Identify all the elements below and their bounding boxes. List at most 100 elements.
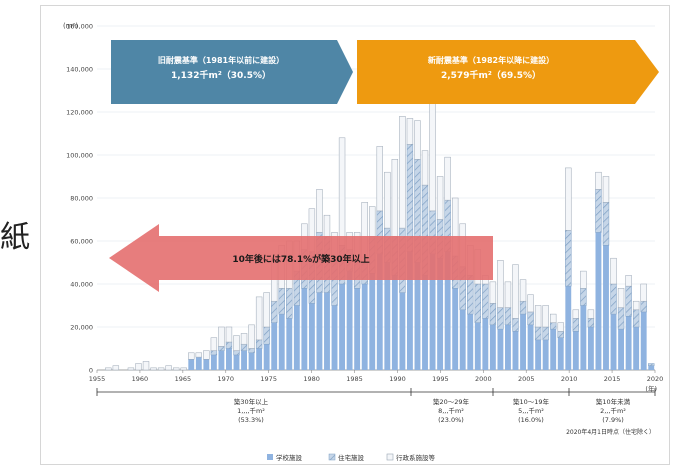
bar-segment (497, 329, 504, 370)
bar-segment (233, 335, 240, 351)
bar-segment (278, 288, 285, 315)
bar-segment (557, 331, 564, 338)
bar-segment (188, 359, 195, 370)
old-standard-value: 1,132千m²（30.5%） (171, 69, 271, 81)
bar-segment (437, 258, 444, 370)
bar-segment (226, 348, 232, 370)
bar-segment (240, 343, 248, 351)
x-tick-label: 1960 (132, 375, 149, 383)
range-value: 5,,,千m² (518, 406, 544, 415)
bar-segment (557, 337, 564, 370)
bar-segment (648, 365, 655, 370)
legend: 学校施設 住宅施設 行政系施設等 (267, 453, 436, 462)
bar-segment (519, 279, 527, 302)
bar-segment (210, 337, 218, 351)
range-title: 築10～19年 (513, 397, 550, 406)
x-axis-unit: (年) (645, 384, 657, 393)
bar-segment (534, 326, 542, 341)
aging-arrow: 10年後には78.1%が築30年以上 (109, 224, 493, 292)
bar-segment (633, 327, 640, 370)
bar-segment (127, 367, 135, 371)
bar-segment (617, 288, 625, 308)
bar-segment (519, 300, 527, 315)
y-tick-label: 80,000 (70, 195, 93, 203)
x-tick-label: 1995 (432, 375, 449, 383)
bar-segment (542, 326, 549, 341)
bar-segment (429, 253, 436, 370)
bar-segment (414, 120, 421, 160)
bar-segment (142, 361, 150, 371)
bar-segment (640, 300, 647, 313)
chart-frame: (m²) 0 20,000 40,000 60,000 80,000 100,000 120… (40, 5, 670, 465)
bar-segment (391, 275, 398, 370)
bar-segment (444, 251, 451, 370)
bar-segment (421, 150, 429, 186)
bar-segment (369, 273, 376, 370)
bar-segment (557, 322, 564, 332)
bar-segment (497, 307, 504, 330)
bar-segment (271, 322, 278, 370)
bar-segment (512, 331, 519, 370)
bar-segment (580, 305, 587, 370)
bar-segment (534, 305, 542, 328)
bar-segment (587, 327, 594, 370)
bar-segment (595, 189, 602, 233)
legend-swatch-housing (328, 453, 336, 461)
bar-segment (188, 352, 195, 360)
bar-segment (632, 309, 640, 328)
period-brackets: 築30年以上 1,,,,千m² (53.3%) 築20～29年 8,,,千m² … (96, 388, 656, 424)
bar-segment (572, 331, 579, 370)
bar-segment (339, 284, 346, 370)
aging-arrow-text: 10年後には78.1%が築30年以上 (232, 253, 369, 265)
bar-segment (527, 311, 534, 326)
bar-segment (572, 309, 580, 319)
bar-segment (248, 324, 255, 349)
bar-segment (399, 292, 406, 370)
bar-segment (157, 367, 165, 371)
aging-arrow-shape (109, 224, 493, 292)
bar-segment (233, 350, 240, 356)
range-title: 築20～29年 (433, 397, 470, 406)
bar-segment (617, 307, 625, 330)
bar-segment (346, 271, 353, 370)
bar-segment (580, 288, 587, 306)
bar-segment (406, 144, 414, 252)
bar-segment (602, 176, 610, 203)
bar-segment (135, 363, 142, 371)
bar-segment (482, 318, 489, 370)
legend-swatch-school (267, 454, 273, 460)
new-standard-banner-shape (357, 40, 659, 104)
bar-segment (376, 253, 383, 370)
new-standard-banner: 新耐震基準（1982年以降に建設） 2,579千m²（69.5%） (357, 40, 659, 104)
new-standard-value: 2,579千m²（69.5%） (441, 69, 541, 81)
bar-segment (482, 283, 489, 319)
bar-segment (263, 326, 270, 345)
bar-segment (255, 339, 263, 349)
bar-segment (271, 300, 278, 323)
bar-segment (361, 284, 368, 370)
y-tick-label: 140,000 (66, 66, 93, 74)
range-value: 8,,,千m² (438, 406, 464, 415)
legend-swatch-admin (386, 453, 394, 461)
bar-segment (610, 283, 617, 315)
bar-segment (625, 285, 632, 317)
bar-segment (512, 318, 519, 332)
bar-segment (520, 314, 526, 370)
range-label-30plus: 築30年以上 1,,,,千m² (53.3%) (234, 397, 269, 424)
bar-segment (444, 156, 451, 201)
bar-segment (467, 314, 474, 370)
range-share: (53.3%) (238, 416, 264, 424)
x-axis: 1955 1960 1965 1970 1975 1980 1985 1990 1995 2000… (89, 370, 663, 393)
bar-segment (625, 316, 632, 370)
bar-segment (542, 305, 549, 328)
bar-segment (587, 309, 595, 319)
bar-segment (248, 352, 255, 370)
y-tick-label: 100,000 (66, 152, 93, 160)
bar-segment (565, 230, 572, 287)
stray-character: 紙 (0, 220, 30, 255)
x-tick-label: 1990 (389, 375, 406, 383)
y-axis-unit: (m²) (63, 22, 78, 30)
x-tick-label: 1985 (346, 375, 363, 383)
bar-segment (512, 264, 519, 319)
bar-segment (278, 314, 285, 370)
